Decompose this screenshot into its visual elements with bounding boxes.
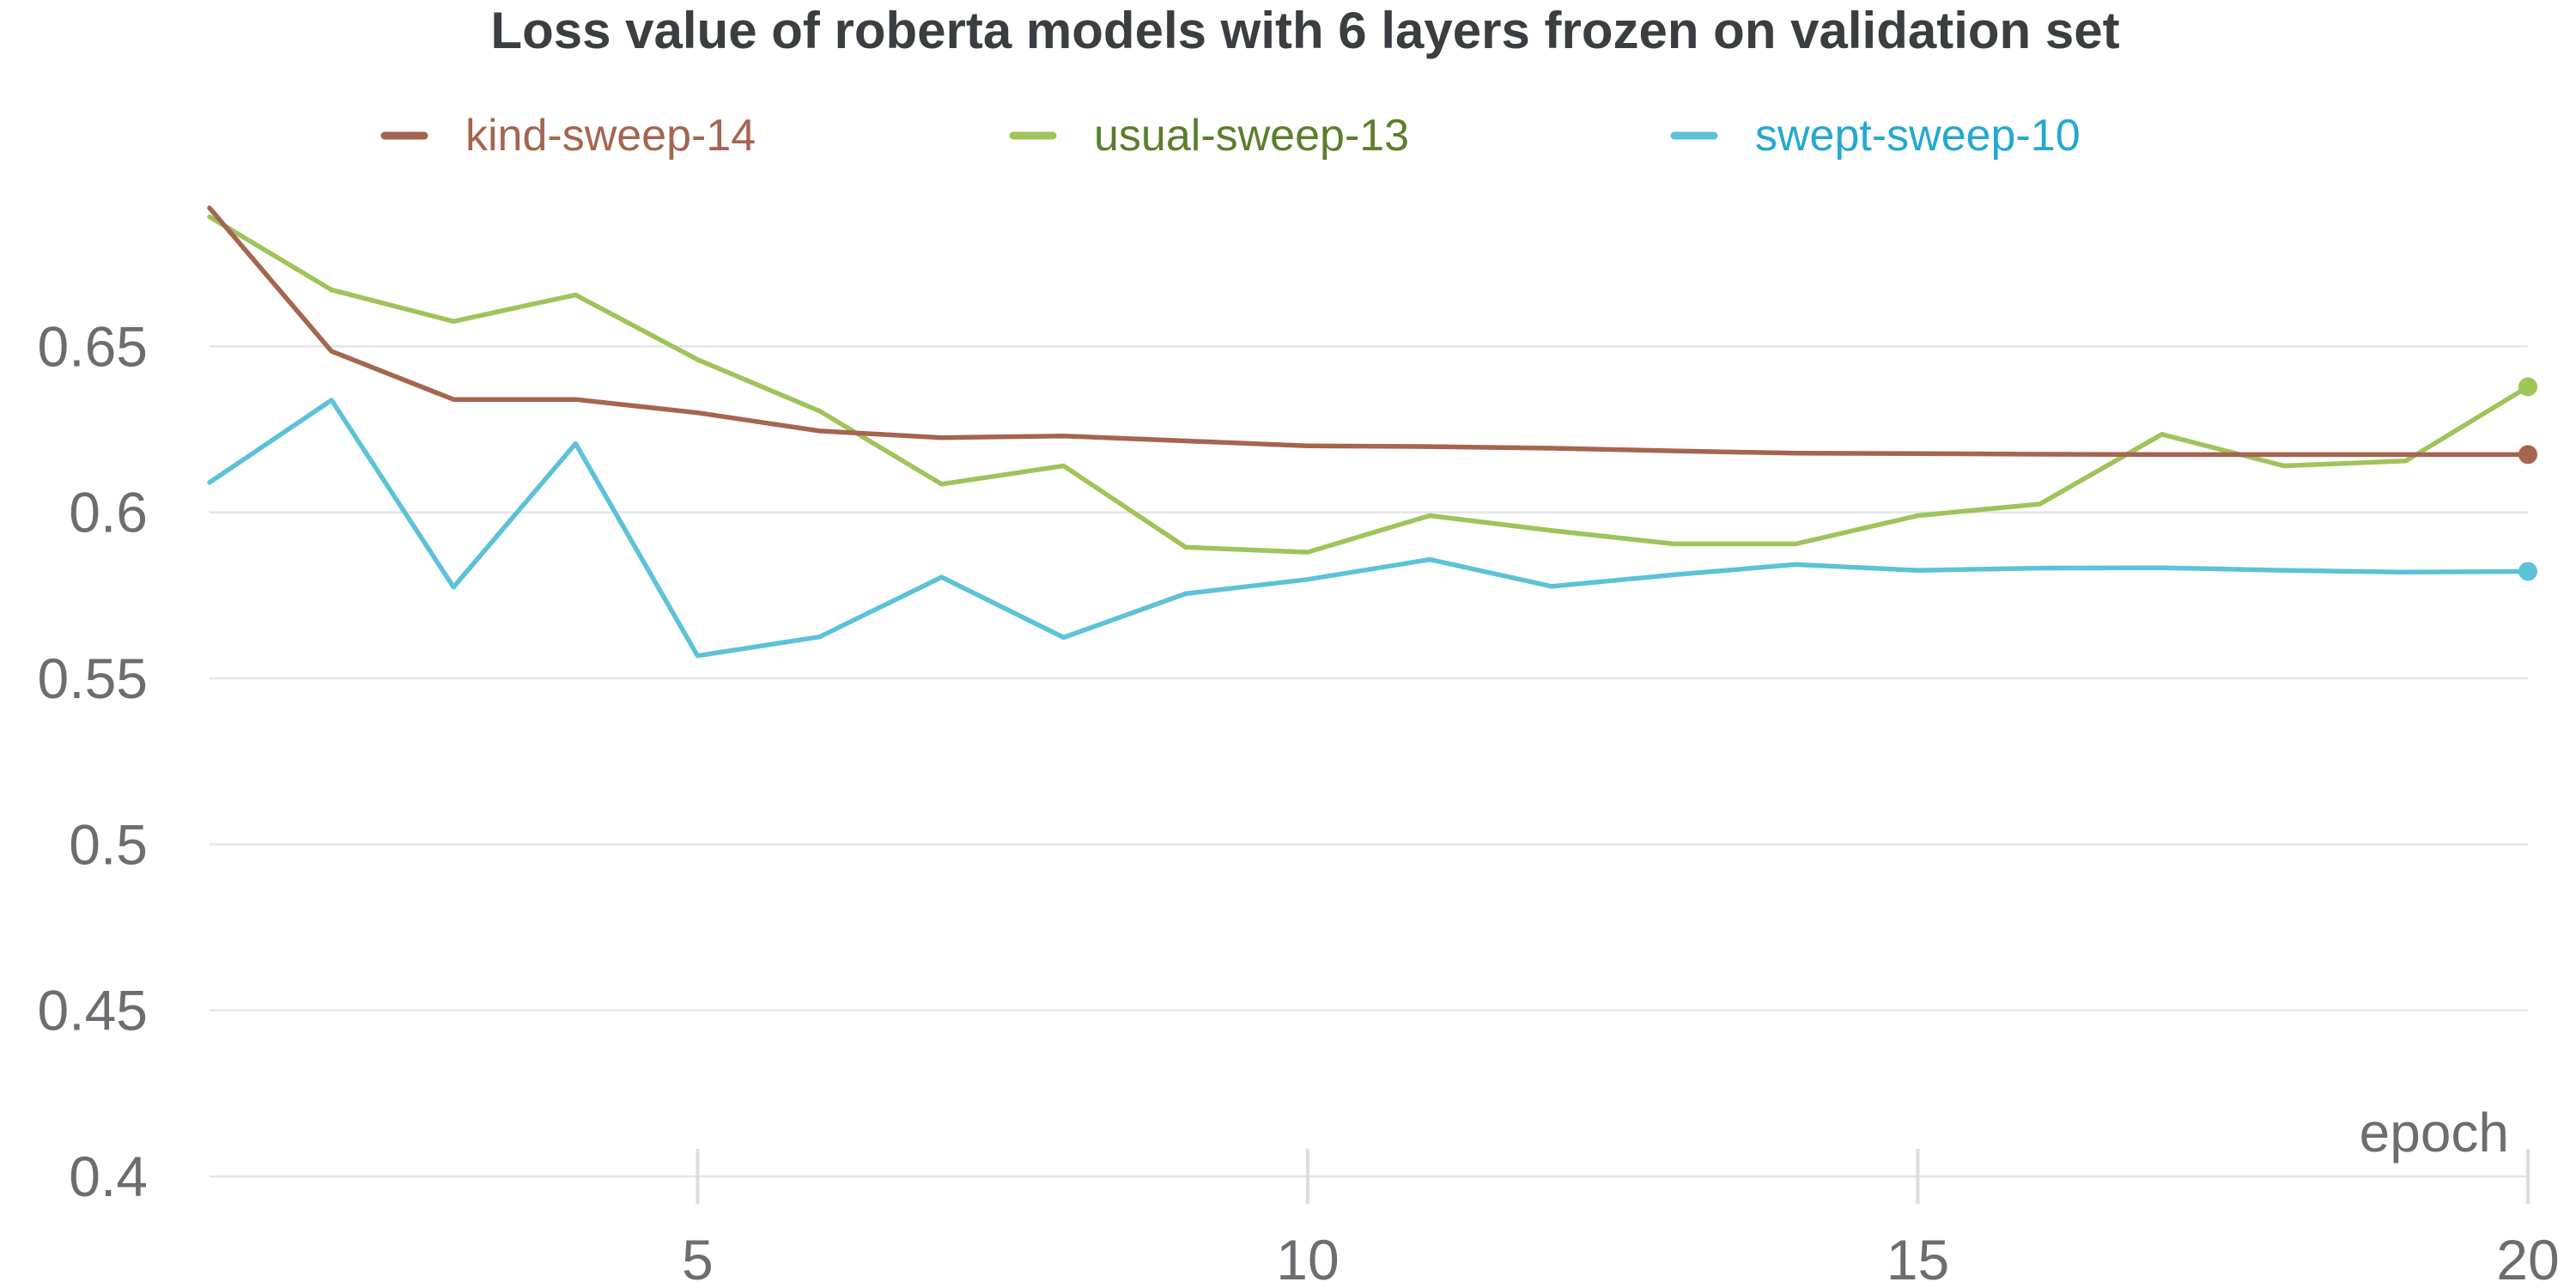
legend-label: usual-sweep-13 — [1094, 111, 1409, 161]
series-line-swept-sweep-10[interactable] — [207, 398, 2530, 659]
legend: kind-sweep-14 usual-sweep-13 swept-sweep-1… — [380, 111, 2081, 161]
chart-title: Loss value of roberta models with 6 laye… — [490, 2, 2119, 59]
series-line-usual-sweep-13[interactable] — [207, 214, 2530, 555]
x-tick-label: 5 — [682, 1228, 714, 1288]
x-tick-label: 20 — [2496, 1228, 2559, 1288]
legend-label: kind-sweep-14 — [465, 111, 756, 161]
y-tick-label: 0.6 — [69, 481, 148, 544]
x-axis: 5 10 15 20 — [682, 1149, 2560, 1288]
y-tick-label: 0.45 — [38, 979, 148, 1042]
legend-item-swept-sweep-10[interactable]: swept-sweep-10 — [1670, 111, 2081, 161]
x-axis-label: epoch — [2360, 1102, 2509, 1163]
y-tick-label: 0.4 — [69, 1145, 148, 1208]
y-tick-label: 0.55 — [38, 647, 148, 710]
legend-item-usual-sweep-13[interactable]: usual-sweep-13 — [1009, 111, 1409, 161]
series-lines — [207, 205, 2537, 659]
x-tick-label: 10 — [1276, 1228, 1339, 1288]
series-swept-sweep-10[interactable] — [207, 398, 2537, 659]
series-endpoint-swept-sweep-10[interactable] — [2518, 562, 2537, 581]
series-usual-sweep-13[interactable] — [207, 214, 2537, 555]
series-kind-sweep-14[interactable] — [207, 205, 2537, 465]
y-gridlines — [210, 345, 2528, 1178]
x-tick-label: 15 — [1886, 1228, 1949, 1288]
series-endpoint-usual-sweep-13[interactable] — [2518, 377, 2537, 397]
y-axis: 0.4 0.45 0.5 0.55 0.6 0.65 — [38, 314, 148, 1208]
series-endpoint-kind-sweep-14[interactable] — [2518, 445, 2537, 465]
legend-label: swept-sweep-10 — [1755, 111, 2081, 161]
y-tick-label: 0.65 — [38, 314, 148, 378]
legend-item-kind-sweep-14[interactable]: kind-sweep-14 — [380, 111, 756, 161]
y-tick-label: 0.5 — [69, 812, 148, 876]
series-line-kind-sweep-14[interactable] — [207, 205, 2530, 458]
